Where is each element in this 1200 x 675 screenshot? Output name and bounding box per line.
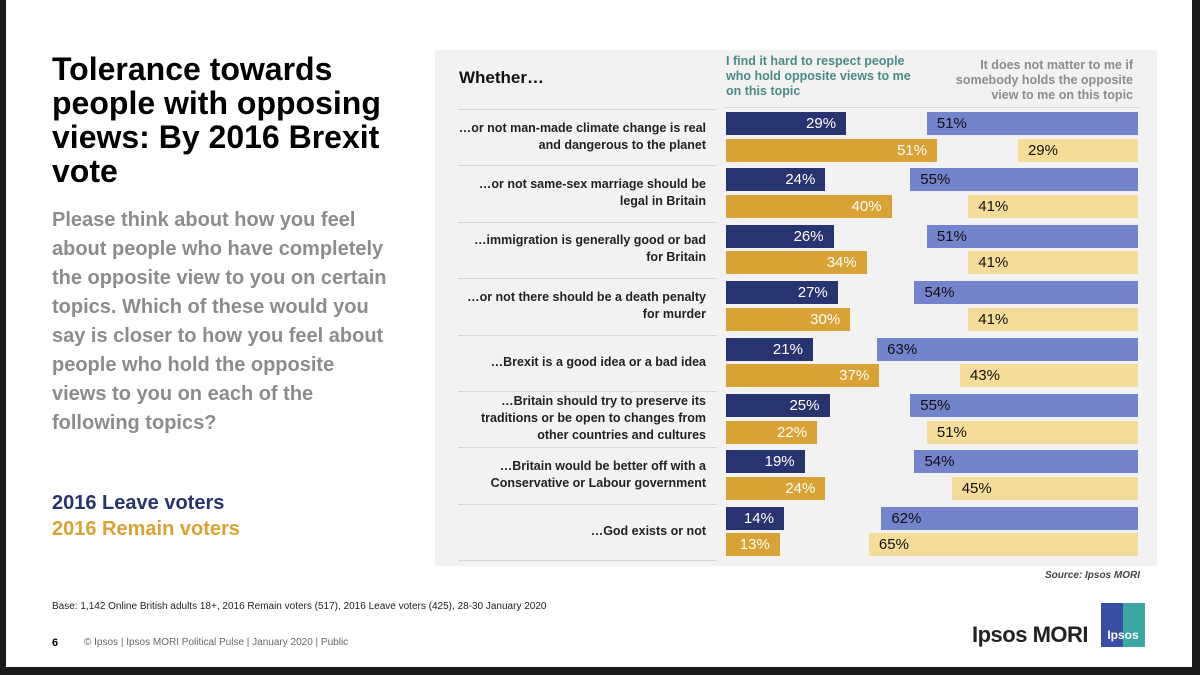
bar-remain-nomatter: 45% <box>951 476 1138 500</box>
bar-leave-nomatter: 62% <box>881 506 1138 530</box>
bar-leave-nomatter: 63% <box>877 337 1138 361</box>
base-note: Base: 1,142 Online British adults 18+, 2… <box>52 601 547 612</box>
question-text: Please think about how you feel about pe… <box>52 209 387 434</box>
bar-remain-nomatter: 41% <box>968 194 1138 218</box>
bar-remain-nomatter: 41% <box>968 307 1138 331</box>
bar-remain-nomatter: 51% <box>926 420 1138 444</box>
page-title: Tolerance towards people with opposing v… <box>52 51 381 189</box>
bar-leave-nomatter: 51% <box>926 112 1138 135</box>
bar-remain-hard: 51% <box>726 138 938 162</box>
row-separator <box>458 109 717 110</box>
bar-leave-hard: 19% <box>726 450 805 474</box>
bar-remain-hard: 24% <box>726 476 826 500</box>
footer-text: © Ipsos | Ipsos MORI Political Pulse | J… <box>84 637 349 648</box>
bar-remain-nomatter: 41% <box>968 251 1138 275</box>
bar-remain-hard: 22% <box>726 420 818 444</box>
header-does-not-matter: It does not matter to me if somebody hol… <box>955 58 1133 102</box>
bar-leave-nomatter: 54% <box>914 450 1138 474</box>
row-separator <box>458 447 717 449</box>
category-label: …God exists or not <box>590 523 706 538</box>
row-separator <box>458 165 717 167</box>
legend-leave: 2016 Leave voters <box>52 492 225 514</box>
category-label: …Britain would be better off with a Cons… <box>490 458 706 490</box>
row-separator <box>458 221 717 223</box>
bar-remain-nomatter: 43% <box>959 364 1138 388</box>
bar-leave-hard: 14% <box>726 506 784 530</box>
bar-leave-hard: 29% <box>726 112 847 135</box>
row-separator <box>458 278 717 280</box>
bar-remain-hard: 37% <box>726 364 880 388</box>
bar-remain-hard: 40% <box>726 194 892 218</box>
category-label: …or not man-made climate change is real … <box>458 120 706 152</box>
chart-title: Whether… <box>459 68 544 87</box>
bar-leave-hard: 26% <box>726 224 834 248</box>
bar-leave-hard: 25% <box>726 394 830 417</box>
category-label: …Britain should try to preserve its trad… <box>480 394 706 442</box>
bar-remain-nomatter: 65% <box>868 533 1138 557</box>
source-note: Source: Ipsos MORI <box>1044 570 1140 581</box>
header-separator <box>725 107 1139 108</box>
bar-leave-nomatter: 54% <box>914 281 1138 305</box>
bar-leave-hard: 24% <box>726 168 826 192</box>
bar-remain-hard: 13% <box>726 533 780 557</box>
page-number: 6 <box>52 637 59 649</box>
category-label: …Brexit is a good idea or a bad idea <box>490 354 706 369</box>
row-separator <box>458 334 717 336</box>
bar-leave-nomatter: 51% <box>926 224 1138 248</box>
category-label: …or not same-sex marriage should be lega… <box>478 176 706 208</box>
bar-leave-nomatter: 55% <box>910 394 1138 417</box>
header-hard-to-respect: I find it hard to respect people who hol… <box>726 54 911 98</box>
category-label: …or not there should be a death penalty … <box>467 289 706 321</box>
bar-remain-hard: 30% <box>726 307 851 331</box>
row-separator <box>458 503 717 505</box>
legend-remain: 2016 Remain voters <box>52 518 240 540</box>
row-separator <box>458 391 717 392</box>
slide: Tolerance towards people with opposing v… <box>6 0 1192 667</box>
ipsos-logo: Ipsos <box>1101 603 1145 647</box>
bar-leave-hard: 27% <box>726 281 838 305</box>
logo-text: Ipsos <box>1107 628 1139 642</box>
bar-remain-hard: 34% <box>726 251 867 275</box>
category-label: …immigration is generally good or bad fo… <box>474 233 706 265</box>
bar-remain-nomatter: 29% <box>1017 138 1138 162</box>
bar-leave-nomatter: 55% <box>910 168 1138 192</box>
brand-name: Ipsos MORI <box>972 622 1089 647</box>
bar-leave-hard: 21% <box>726 337 813 361</box>
row-separator <box>458 560 717 562</box>
